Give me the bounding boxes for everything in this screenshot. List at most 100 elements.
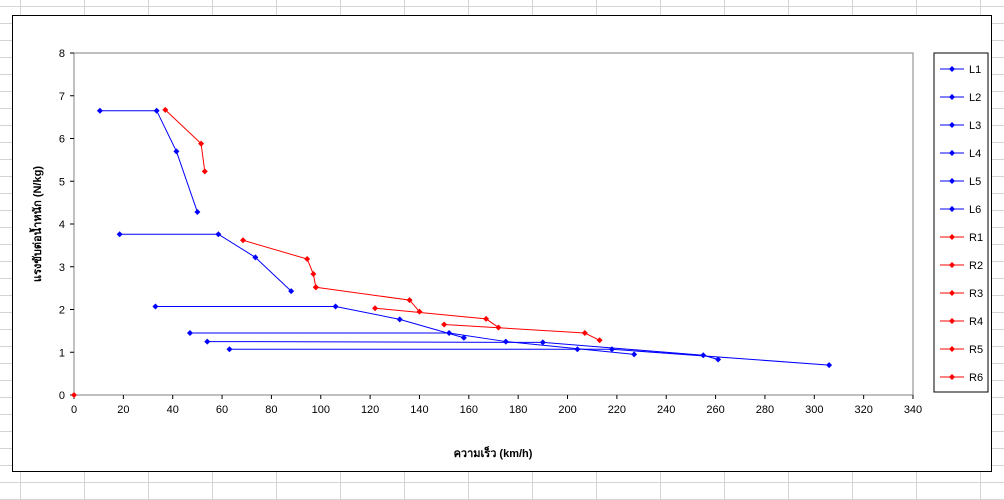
legend-marker [949, 262, 955, 268]
x-tick-label: 280 [756, 404, 774, 416]
x-tick-label: 0 [71, 404, 77, 416]
data-point-marker [152, 303, 159, 310]
data-point-marker [198, 140, 205, 147]
series-line [119, 233, 292, 292]
legend-item-r3: R3 [940, 288, 983, 300]
legend-item-l6: L6 [940, 204, 981, 216]
data-point-marker [71, 392, 77, 398]
legend-marker [949, 206, 955, 212]
data-point-marker [446, 330, 453, 337]
legend-item-r2: R2 [940, 260, 983, 272]
legend-item-r5: R5 [940, 344, 983, 356]
series-line [155, 306, 465, 339]
y-tick-label: 6 [59, 134, 65, 146]
x-tick-label: 260 [706, 404, 724, 416]
legend-marker [949, 234, 955, 240]
series-r1 [162, 106, 208, 175]
data-point-marker [460, 334, 467, 341]
data-point-marker [581, 330, 588, 337]
series-l5 [204, 338, 722, 363]
y-tick-label: 1 [59, 347, 65, 359]
legend-item-l3: L3 [940, 120, 981, 132]
legend-marker [949, 94, 955, 100]
x-tick-label: 120 [361, 404, 379, 416]
y-axis: 0 1 2 3 4 5 6 7 8 [59, 48, 74, 402]
x-axis-title: ความเร็ว (km/h) [454, 446, 533, 460]
data-point-marker [215, 231, 222, 238]
x-tick-label: 340 [904, 404, 922, 416]
x-tick-label: 100 [312, 404, 330, 416]
x-tick-label: 180 [509, 404, 527, 416]
y-tick-label: 2 [59, 305, 65, 317]
legend-label: L4 [969, 148, 981, 160]
data-point-marker [96, 107, 103, 114]
legend-box [933, 52, 989, 393]
y-tick-label: 0 [59, 390, 65, 402]
x-axis: 0 20 40 60 80 100 120 140 160 180 200 220 240 260 280 3… [71, 395, 922, 416]
legend-marker [949, 122, 955, 128]
data-point-marker [240, 237, 247, 244]
x-tick-label: 60 [216, 404, 228, 416]
legend-marker [949, 150, 955, 156]
series-line [99, 110, 198, 213]
y-axis-title: แรงขับต่อน้ำหนัก (N/kg) [29, 166, 44, 282]
data-point-marker [631, 351, 638, 358]
legend-marker [949, 66, 955, 72]
data-point-marker [715, 356, 722, 363]
x-tick-label: 320 [854, 404, 872, 416]
data-point-marker [173, 148, 180, 155]
data-point-marker [483, 315, 490, 322]
data-point-marker [826, 362, 833, 369]
data-point-marker [186, 330, 193, 337]
data-point-marker [441, 321, 448, 328]
x-tick-label: 160 [460, 404, 478, 416]
x-tick-label: 240 [657, 404, 675, 416]
data-point-marker [332, 303, 339, 310]
x-tick-label: 20 [117, 404, 129, 416]
legend-label: R2 [969, 260, 983, 272]
data-point-marker [162, 106, 169, 113]
data-point-marker [312, 284, 319, 291]
x-tick-label: 220 [608, 404, 626, 416]
series-r6 [71, 392, 77, 398]
legend-item-l4: L4 [940, 148, 981, 160]
series-l4 [186, 330, 638, 358]
data-point-marker [194, 209, 201, 216]
x-tick-label: 40 [167, 404, 179, 416]
x-tick-label: 80 [265, 404, 277, 416]
legend-label: L3 [969, 120, 981, 132]
x-tick-label: 300 [805, 404, 823, 416]
series-r3 [312, 284, 423, 315]
data-point-marker [226, 346, 233, 353]
legend-item-r4: R4 [940, 316, 983, 328]
y-tick-label: 5 [59, 176, 65, 188]
series-l3 [152, 303, 467, 341]
data-point-marker [608, 346, 615, 353]
series-l1 [96, 107, 201, 216]
legend: L1 L2 L3 L4 L5 L6 R1 R2 R3 R4 R5 R6 [940, 64, 983, 384]
legend-marker [949, 318, 955, 324]
legend-label: R3 [969, 288, 983, 300]
series-line [229, 348, 830, 366]
legend-item-r6: R6 [940, 372, 983, 384]
y-tick-label: 8 [59, 48, 65, 60]
chart-svg: 0 1 2 3 4 5 6 7 8 0 20 40 60 80 100 120 140 160 180 200 220… [29, 48, 989, 460]
legend-label: L1 [969, 64, 981, 76]
data-point-marker [288, 288, 295, 295]
data-point-marker [406, 297, 413, 304]
legend-marker [949, 290, 955, 296]
data-point-marker [304, 256, 311, 263]
legend-label: R1 [969, 232, 983, 244]
series-l2 [116, 231, 295, 295]
chart-area[interactable]: 0 1 2 3 4 5 6 7 8 0 20 40 60 80 100 120 140 160 180 200 220… [12, 15, 992, 472]
legend-label: L6 [969, 204, 981, 216]
data-point-marker [372, 305, 379, 312]
legend-label: R5 [969, 344, 983, 356]
y-tick-label: 3 [59, 262, 65, 274]
legend-item-l5: L5 [940, 176, 981, 188]
data-point-marker [252, 254, 259, 261]
series-line [242, 239, 317, 288]
series-r5 [441, 321, 603, 344]
data-point-marker [153, 107, 160, 114]
legend-marker [949, 178, 955, 184]
